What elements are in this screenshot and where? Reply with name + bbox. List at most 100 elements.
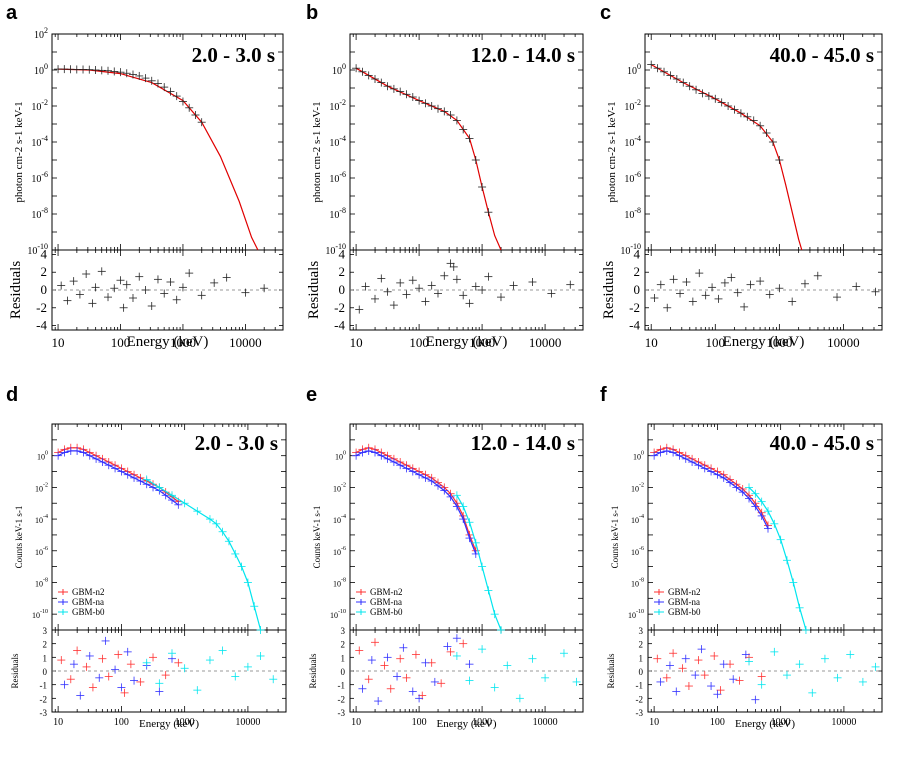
y-tick-label: 10-2 [35,482,48,493]
y-tick-label: 10-4 [624,134,641,149]
y-tick-exponent: -4 [634,134,641,143]
y-tick-base: 10 [34,66,44,77]
resid-tick-label: 2 [339,264,346,279]
legend-label: GBM-na [72,597,104,607]
series-data [647,60,784,164]
y-tick-label: 10-10 [620,242,641,257]
x-axis-label: Energy (keV) [426,334,508,350]
data-layer [650,443,880,704]
y-tick-label: 10-8 [329,206,346,221]
y-tick-label: 10-8 [31,206,48,221]
series-GBM-na [54,446,183,509]
y-tick-exponent: -8 [339,206,346,215]
y-tick-exponent: -8 [41,206,48,215]
y-tick-base: 10 [27,246,37,257]
series-line [57,450,179,506]
series-GBM-b0 [745,483,810,634]
resid-tick-label: -2 [334,300,345,315]
residuals-GBM-b0 [452,645,581,703]
y-axis-label: Counts keV-1 s-1 [610,506,620,569]
x-tick-label: 10 [350,335,363,350]
legend-label: GBM-b0 [668,607,701,617]
resid-tick-label: -1 [338,681,346,691]
y-tick-exponent: 0 [637,62,641,71]
resid-tick-label: -2 [636,694,644,704]
resid-tick-label: 1 [341,653,346,663]
x-axis-label: Energy (keV) [723,334,805,350]
panel-label-f: f [600,384,607,406]
y-tick-exponent: -10 [338,609,346,615]
y-tick-label: 10-4 [333,514,346,525]
y-tick-exponent: -10 [40,609,48,615]
panel-title: 2.0 - 3.0 s [195,431,278,455]
resid-tick-label: 0 [634,282,641,297]
residuals-GBM-na [656,645,760,704]
panel-title: 12.0 - 14.0 s [471,43,575,67]
model-curve [355,67,502,251]
y-tick-exponent: 0 [45,451,48,457]
y-tick-exponent: 0 [343,451,346,457]
y-tick-exponent: 0 [641,451,644,457]
series-GBM-n2 [54,443,183,506]
x-tick-label: 10000 [235,717,260,728]
residual-axis-label: Residuals [10,653,20,688]
resid-tick-label: -1 [40,681,48,691]
residuals-GBM-n2 [355,638,468,700]
x-tick-label: 100 [412,717,427,728]
y-tick-base: 10 [624,210,634,221]
y-tick-base: 10 [335,453,343,462]
y-tick-base: 10 [631,516,639,525]
panel-label-a: a [6,2,18,24]
residuals-GBM-n2 [653,649,766,695]
y-tick-label: 10-8 [333,577,346,588]
y-tick-label: 10-6 [631,546,644,557]
x-tick-label: 1000 [766,335,792,350]
y-tick-label: 10-2 [333,482,346,493]
resid-tick-label: -2 [338,694,346,704]
panel-title: 12.0 - 14.0 s [471,431,575,455]
y-tick-label: 10-8 [35,577,48,588]
y-tick-label: 10-8 [624,206,641,221]
y-tick-base: 10 [31,210,41,221]
y-tick-base: 10 [631,484,639,493]
y-tick-base: 10 [329,138,339,149]
x-tick-label: 10 [351,717,361,728]
x-tick-label: 1000 [472,717,492,728]
y-tick-exponent: -4 [41,134,48,143]
y-tick-label: 100 [37,451,48,462]
y-tick-base: 10 [31,102,41,113]
y-tick-label: 10-10 [32,609,48,620]
x-axis-label: Energy (keV) [127,334,209,350]
y-axis-label: photon cm-2 s-1 keV-1 [13,101,25,202]
y-tick-label: 10-10 [325,242,346,257]
x-axis-label: Energy (keV) [735,718,795,730]
y-tick-base: 10 [31,138,41,149]
y-tick-label: 102 [34,26,48,41]
resid-tick-label: 4 [41,246,48,261]
resid-tick-label: -1 [636,681,644,691]
y-tick-label: 10-10 [27,242,48,257]
y-tick-exponent: -8 [43,577,48,583]
data-layer [54,443,278,700]
x-tick-label: 10000 [529,335,562,350]
series-line [355,447,477,552]
panel-label-c: c [600,2,612,24]
residual-axes-frame [644,249,883,331]
panel-title: 2.0 - 3.0 s [192,43,275,67]
residuals-GBM-b0 [142,646,278,695]
resid-tick-label: 0 [639,667,644,677]
series-line [653,447,769,526]
y-tick-exponent: -6 [41,170,48,179]
y-tick-base: 10 [333,516,341,525]
data-layer [352,443,581,706]
x-tick-label: 10000 [229,335,262,350]
y-tick-exponent: -6 [341,546,346,552]
series-data [54,65,206,127]
x-tick-label: 10000 [827,335,860,350]
